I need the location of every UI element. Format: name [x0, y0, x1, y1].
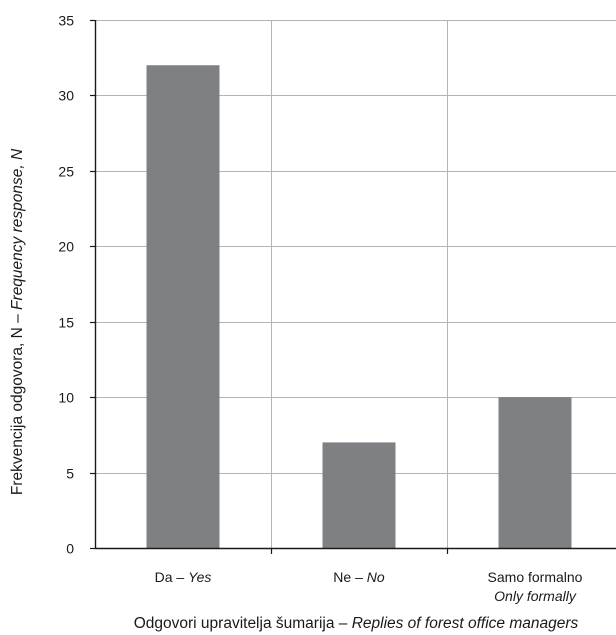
y-tick-label: 35: [58, 13, 74, 29]
y-axis-title-separator: –: [9, 310, 26, 327]
x-axis-title-separator: –: [334, 615, 351, 632]
y-tick-labels: 0 5 10 15 20 25 30 35: [58, 13, 74, 557]
bar: [322, 442, 396, 548]
x-axis-title-english: Replies of forest office managers: [352, 615, 579, 632]
x-category-label-separator: –: [351, 569, 367, 585]
x-category-label: Da – Yes: [155, 569, 212, 585]
x-axis-title: Odgovori upravitelja šumarija – Replies …: [134, 615, 579, 632]
x-category-label-main: Samo formalno: [488, 569, 583, 585]
y-tick-label: 30: [58, 88, 74, 104]
x-category-label: Ne – No: [333, 569, 385, 585]
y-tick-label: 15: [58, 315, 74, 331]
x-category-label-english-line2: Only formally: [494, 588, 577, 604]
y-tick-label: 5: [66, 466, 74, 482]
x-category-label-main: Da: [155, 569, 173, 585]
y-tick-label: 20: [58, 239, 74, 255]
y-tick-label: 0: [66, 541, 74, 557]
bar: [146, 65, 220, 548]
y-tick-label: 10: [58, 390, 74, 406]
x-axis-title-main: Odgovori upravitelja šumarija: [134, 615, 335, 632]
x-category-label-separator: –: [172, 569, 188, 585]
bar: [498, 397, 572, 548]
bars: [146, 65, 572, 548]
y-axis-title-main: Frekvencija odgovora, N: [9, 327, 26, 495]
x-category-label-main: Ne: [333, 569, 351, 585]
x-category-labels: Da – Yes Ne – No Samo formalno Only formall…: [155, 569, 583, 604]
x-category-label: Samo formalno: [488, 569, 583, 585]
y-axis-title-english: Frequency response, N: [9, 148, 26, 310]
axes: [90, 19, 616, 554]
x-category-label-english: Yes: [188, 569, 211, 585]
y-axis-title: Frekvencija odgovora, N – Frequency resp…: [9, 148, 26, 495]
y-tick-label: 25: [58, 164, 74, 180]
x-category-label-english: No: [367, 569, 385, 585]
